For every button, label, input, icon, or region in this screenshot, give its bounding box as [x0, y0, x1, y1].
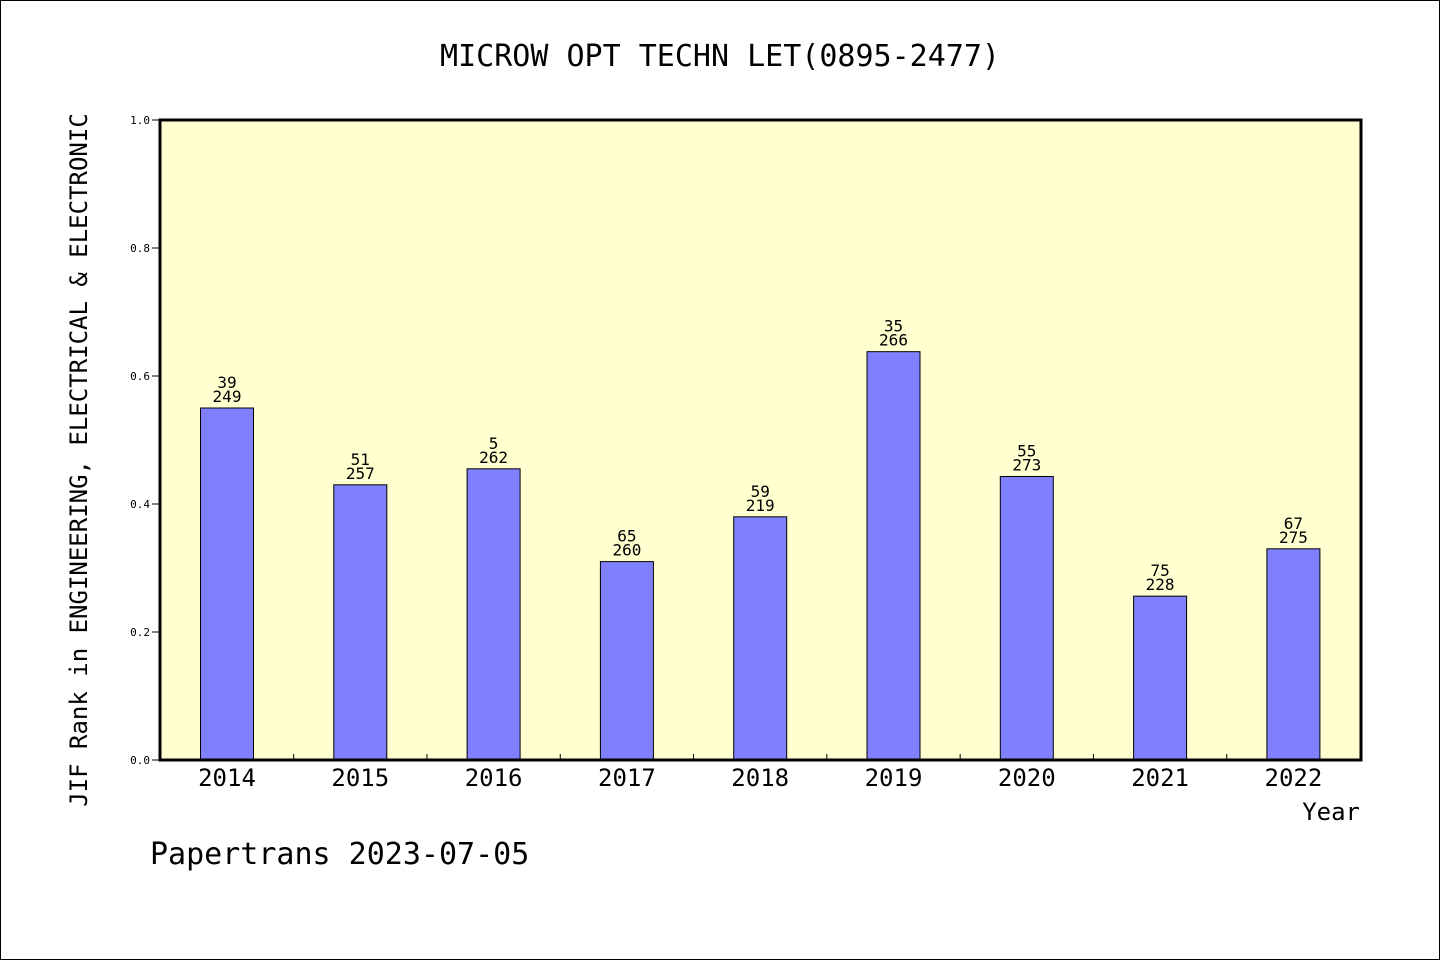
bar-total-label-2020: 273 — [1012, 455, 1041, 474]
x-tick-label-2014: 2014 — [198, 764, 256, 792]
chart-title: MICROW OPT TECHN LET(0895-2477) — [440, 39, 1000, 74]
x-tick-label-2021: 2021 — [1131, 764, 1189, 792]
bar-total-label-2019: 266 — [879, 331, 908, 350]
axes-layer: 2014 2015 2016 2017 2018 2019 2020 2021 2022 0.0 0… — [130, 114, 1322, 792]
y-tick-label-0.8: 0.8 — [130, 242, 150, 255]
x-tick-label-2016: 2016 — [465, 764, 523, 792]
x-tick-label-2015: 2015 — [331, 764, 389, 792]
bar-total-label-2016: 262 — [479, 448, 508, 467]
bar-total-label-2015: 257 — [346, 464, 375, 483]
bar-2017 — [599, 561, 654, 761]
x-tick-label-2020: 2020 — [998, 764, 1056, 792]
bar-rank-label-2021: 75 — [1150, 561, 1169, 580]
y-tick-label-1.0: 1.0 — [130, 114, 150, 127]
bar-2020 — [999, 475, 1054, 761]
y-tick-label-0.4: 0.4 — [130, 498, 150, 511]
bar-2018 — [733, 516, 788, 761]
y-tick-label-0.0: 0.0 — [130, 754, 150, 767]
bar-rank-label-2014: 39 — [217, 373, 236, 392]
bar-total-label-2017: 260 — [612, 541, 641, 560]
x-tick-label-2017: 2017 — [598, 764, 656, 792]
bar-2022 — [1266, 548, 1321, 761]
bar-rank-label-2018: 59 — [751, 482, 770, 501]
x-axis-label: Year — [1302, 798, 1360, 826]
bar-total-label-2021: 228 — [1146, 575, 1175, 594]
x-tick-label-2018: 2018 — [731, 764, 789, 792]
bars-layer — [200, 351, 1321, 761]
x-tick-label-2019: 2019 — [865, 764, 923, 792]
bar-total-label-2018: 219 — [746, 496, 775, 515]
y-tick-label-0.6: 0.6 — [130, 370, 150, 383]
footer-credit: Papertrans 2023-07-05 — [150, 837, 529, 872]
y-tick-label-0.2: 0.2 — [130, 626, 150, 639]
bar-total-label-2014: 249 — [213, 387, 242, 406]
bar-rank-label-2020: 55 — [1017, 441, 1036, 460]
bar-2021 — [1133, 595, 1188, 761]
bar-rank-label-2016: 5 — [489, 434, 499, 453]
plot-border — [158, 118, 1363, 762]
bar-2014 — [200, 407, 254, 761]
bar-2019 — [866, 351, 921, 761]
bar-rank-label-2019: 35 — [884, 317, 903, 336]
x-tick-label-2022: 2022 — [1265, 764, 1323, 792]
bar-rank-label-2017: 65 — [617, 527, 636, 546]
bar-2015 — [333, 484, 388, 761]
bar-rank-label-2022: 67 — [1284, 514, 1303, 533]
bar-2016 — [466, 468, 521, 761]
bar-total-label-2022: 275 — [1279, 528, 1308, 547]
bar-rank-label-2015: 51 — [351, 450, 370, 469]
y-axis-label: JIF Rank in ENGINEERING, ELECTRICAL & EL… — [65, 113, 93, 807]
